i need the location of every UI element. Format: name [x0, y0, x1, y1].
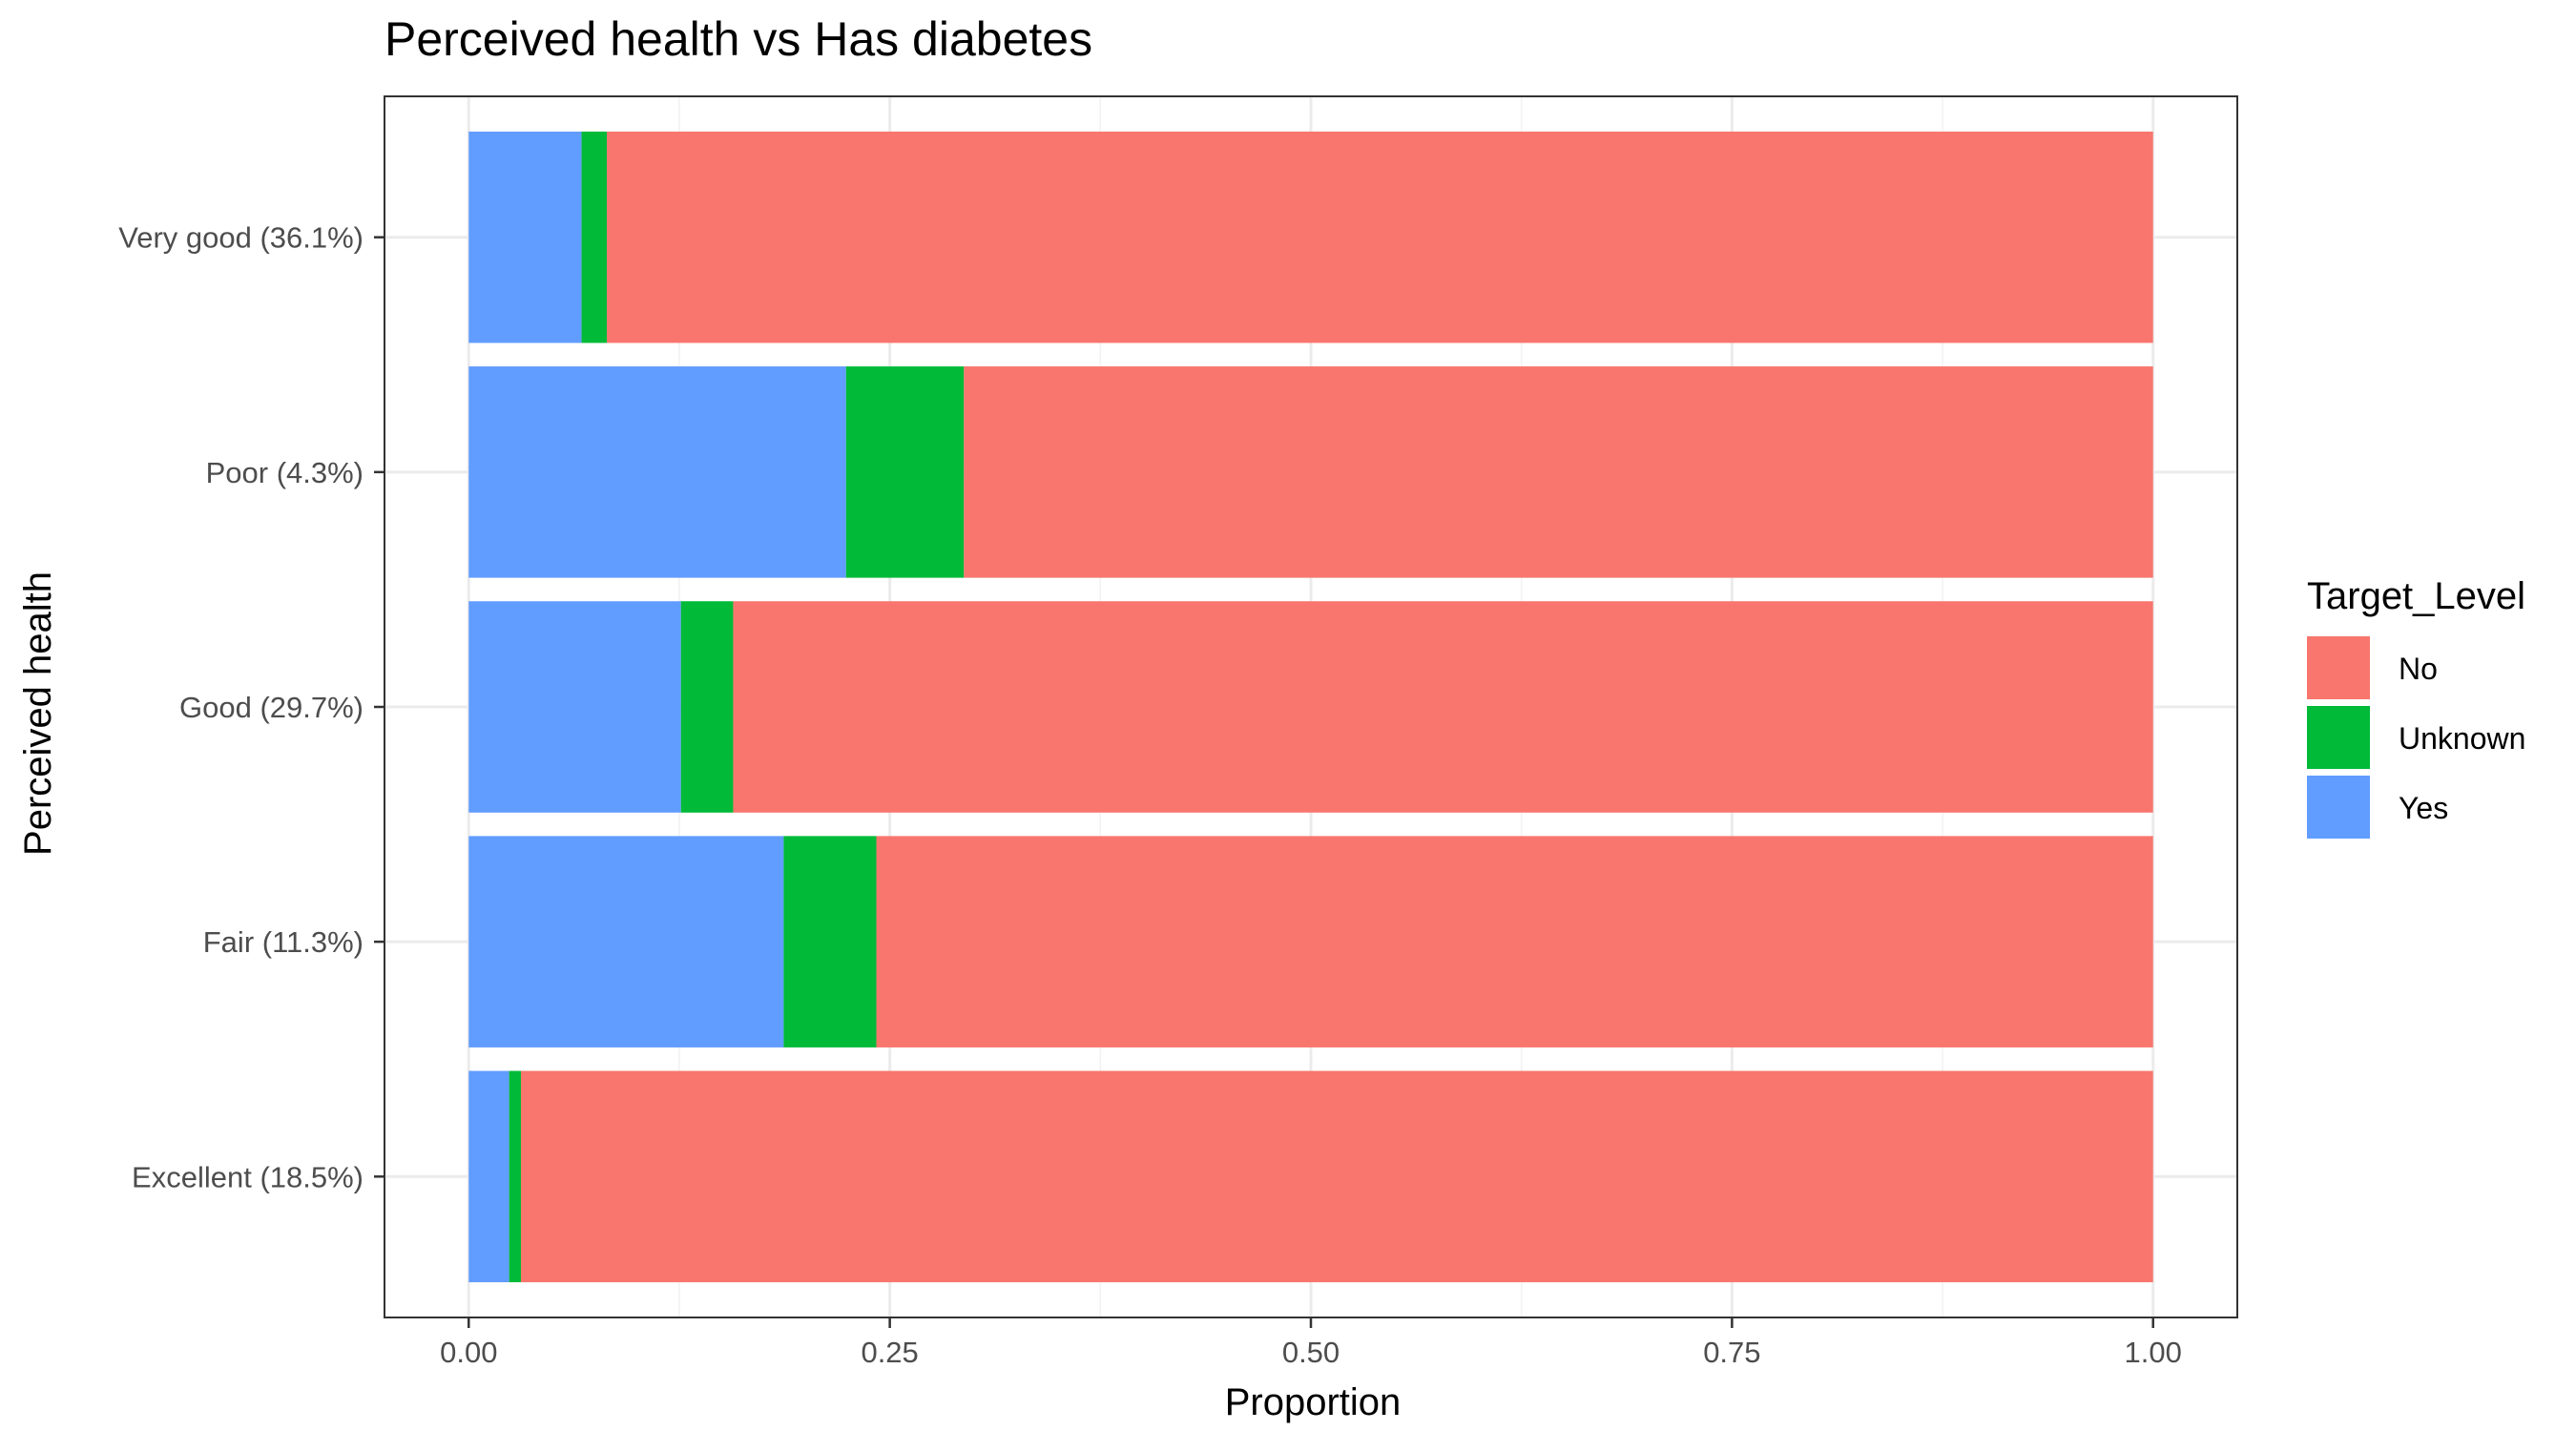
bar-segment-no: Excellent (18.5%) — No: 0.969 — [521, 1070, 2153, 1283]
bar-segment-yes: Poor (4.3%) — Yes: 0.224 — [468, 366, 846, 578]
legend: Target_Level No Unknown Yes — [2307, 575, 2525, 839]
legend-key-no — [2307, 636, 2370, 699]
x-tick-label: 0.00 — [440, 1336, 497, 1369]
y-axis-title: Perceived health — [17, 571, 59, 856]
y-tick-label: Good (29.7%) — [179, 691, 364, 724]
bar-segment-yes: Very good (36.1%) — Yes: 0.067 — [468, 131, 582, 343]
bar-segment-no: Poor (4.3%) — No: 0.706 — [964, 366, 2153, 578]
y-tick-label: Fair (11.3%) — [203, 925, 364, 959]
legend-key-yes — [2307, 776, 2370, 839]
bar-segment-unknown: Very good (36.1%) — Unknown: 0.015 — [581, 131, 608, 343]
x-tick-label: 0.50 — [1282, 1336, 1340, 1369]
bars: Excellent (18.5%) — Yes: 0.024Excellent … — [468, 131, 2153, 1283]
x-tick-label: 0.75 — [1703, 1336, 1760, 1369]
bar-segment-no: Fair (11.3%) — No: 0.758 — [876, 836, 2153, 1047]
legend-key-unknown — [2307, 706, 2370, 769]
x-axis-title: Proportion — [1225, 1381, 1402, 1423]
bar-segment-yes: Excellent (18.5%) — Yes: 0.024 — [468, 1070, 509, 1283]
bar-segment-no: Very good (36.1%) — No: 0.918 — [607, 131, 2153, 343]
bar-segment-yes: Fair (11.3%) — Yes: 0.187 — [468, 836, 784, 1047]
legend-title: Target_Level — [2307, 575, 2525, 617]
bar-segment-unknown: Good (29.7%) — Unknown: 0.031 — [680, 601, 734, 813]
y-tick-label: Poor (4.3%) — [206, 456, 364, 489]
legend-label: No — [2399, 652, 2438, 686]
legend-label: Yes — [2399, 791, 2448, 825]
chart-title: Perceived health vs Has diabetes — [384, 12, 1092, 66]
x-axis: 0.00 0.25 0.50 0.75 1.00 — [440, 1317, 2182, 1369]
y-axis: Excellent (18.5%) Fair (11.3%) Good (29.7%… — [118, 221, 384, 1193]
y-tick-label: Very good (36.1%) — [118, 221, 364, 255]
x-tick-label: 0.25 — [861, 1336, 918, 1369]
bar-segment-unknown: Poor (4.3%) — Unknown: 0.07 — [845, 366, 965, 578]
y-tick-label: Excellent (18.5%) — [132, 1160, 364, 1193]
bar-segment-yes: Good (29.7%) — Yes: 0.126 — [468, 601, 681, 813]
bar-segment-unknown: Excellent (18.5%) — Unknown: 0.007 — [509, 1070, 522, 1283]
bar-segment-unknown: Fair (11.3%) — Unknown: 0.055 — [783, 836, 877, 1047]
x-tick-label: 1.00 — [2125, 1336, 2182, 1369]
bar-segment-no: Good (29.7%) — No: 0.843 — [733, 601, 2153, 813]
legend-label: Unknown — [2399, 721, 2525, 756]
